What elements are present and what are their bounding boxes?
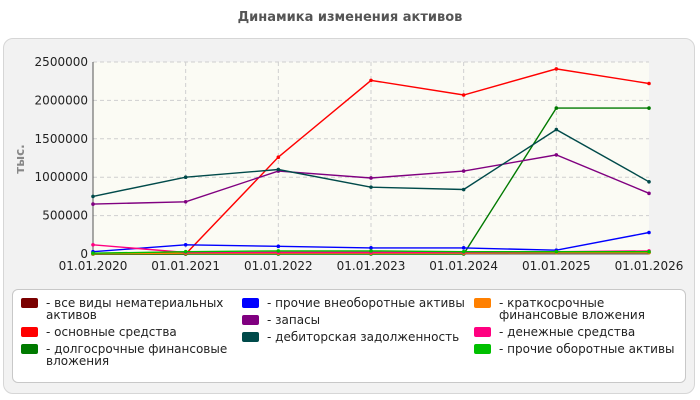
- data-point: [461, 169, 466, 173]
- y-tick-label: 2000000: [35, 93, 88, 107]
- data-point: [369, 185, 373, 189]
- x-tick-label: 01.01.2026: [615, 259, 684, 273]
- data-point: [276, 155, 281, 160]
- data-point: [554, 153, 559, 157]
- legend-swatch: [474, 298, 491, 308]
- data-point: [647, 180, 651, 184]
- data-point: [276, 167, 281, 172]
- legend-item: - дебиторская задолженность: [242, 331, 466, 343]
- legend: - все виды нематериальных активов - основ…: [12, 289, 686, 383]
- legend-item: - основные средства: [21, 326, 233, 338]
- legend-label: - денежные средства: [499, 325, 636, 339]
- legend-swatch: [242, 315, 259, 325]
- data-point: [461, 93, 466, 97]
- x-tick-label: 01.01.2020: [59, 259, 128, 273]
- legend-label: - все виды нематериальных активов: [46, 296, 224, 322]
- legend-item: - запасы: [242, 314, 466, 326]
- data-point: [183, 242, 188, 247]
- legend-item: - краткосрочные финансовые вложения: [474, 297, 684, 321]
- data-point: [183, 199, 188, 204]
- y-tick-label: 500000: [42, 209, 88, 223]
- legend-swatch: [21, 298, 38, 308]
- data-point: [91, 251, 95, 256]
- x-tick-label: 01.01.2021: [151, 259, 220, 273]
- data-point: [369, 246, 373, 250]
- x-tick-label: 01.01.2023: [337, 259, 406, 273]
- data-point: [276, 249, 281, 253]
- legend-label: - дебиторская задолженность: [267, 330, 460, 344]
- legend-label: - краткосрочные финансовые вложения: [499, 296, 645, 322]
- data-point: [369, 249, 373, 253]
- legend-swatch: [474, 344, 491, 354]
- legend-swatch: [242, 332, 259, 342]
- data-point: [276, 244, 281, 249]
- data-point: [369, 176, 373, 180]
- data-point: [647, 106, 651, 110]
- legend-label: - долгосрочные финансовые вложения: [46, 342, 228, 368]
- data-point: [183, 175, 188, 179]
- data-point: [183, 249, 188, 254]
- legend-item: - прочие оборотные активы: [474, 343, 684, 355]
- y-tick-label: 1500000: [35, 132, 88, 146]
- data-point: [647, 191, 651, 196]
- legend-label: - прочие оборотные активы: [499, 342, 675, 356]
- data-point: [554, 106, 559, 110]
- y-tick-label: 1000000: [35, 170, 88, 184]
- data-point: [91, 202, 95, 206]
- data-point: [647, 230, 651, 235]
- chart-title: Динамика изменения активов: [237, 10, 463, 25]
- legend-label: - прочие внеоборотные активы: [267, 296, 465, 310]
- data-point: [554, 67, 559, 71]
- y-tick-label: 2500000: [35, 55, 88, 69]
- data-point: [461, 187, 466, 192]
- y-tick-label: 0: [80, 247, 88, 261]
- data-point: [461, 249, 466, 254]
- data-point: [91, 194, 95, 199]
- x-tick-label: 01.01.2022: [244, 259, 313, 273]
- data-point: [461, 246, 466, 250]
- data-point: [647, 81, 651, 86]
- legend-swatch: [21, 327, 38, 337]
- legend-swatch: [474, 327, 491, 337]
- data-point: [554, 249, 559, 254]
- data-point: [554, 127, 559, 132]
- legend-item: - все виды нематериальных активов: [21, 297, 233, 321]
- legend-item: - денежные средства: [474, 326, 684, 338]
- chart-plot: 0 500000 1000000 1500000 2000000 2500000 01.01…: [13, 55, 684, 273]
- x-tick-label: 01.01.2025: [522, 259, 591, 273]
- legend-swatch: [21, 344, 38, 354]
- y-axis-label: тыс.: [13, 144, 27, 173]
- data-point: [647, 249, 651, 254]
- legend-swatch: [242, 298, 259, 308]
- legend-item: - долгосрочные финансовые вложения: [21, 343, 233, 367]
- legend-label: - запасы: [267, 313, 321, 327]
- legend-label: - основные средства: [46, 325, 177, 339]
- data-point: [369, 78, 373, 83]
- x-tick-label: 01.01.2024: [429, 259, 498, 273]
- legend-item: - прочие внеоборотные активы: [242, 297, 466, 309]
- data-point: [91, 242, 95, 247]
